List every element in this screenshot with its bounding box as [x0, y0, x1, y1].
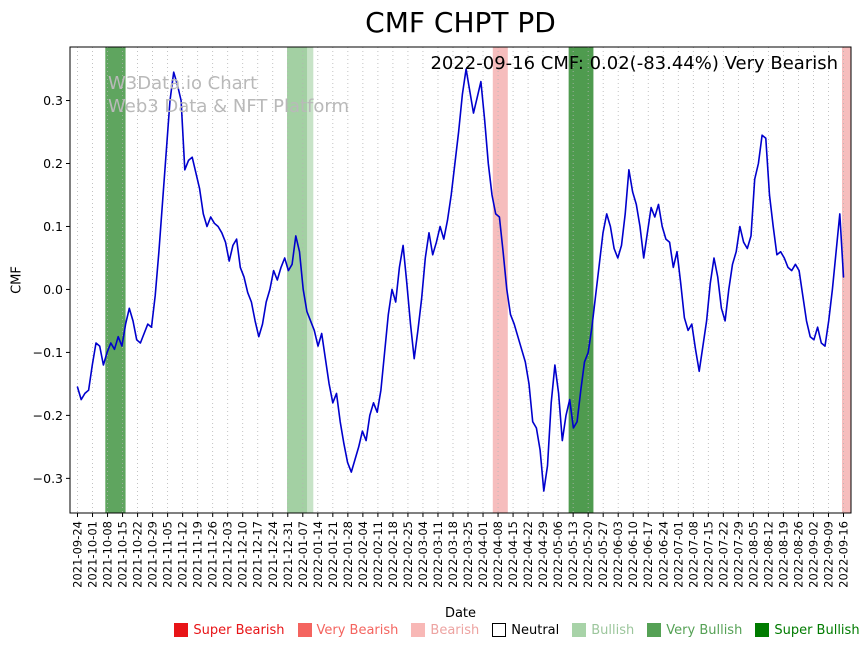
x-tick-label: 2022-01-14 — [311, 521, 325, 588]
x-tick-label: 2021-12-03 — [221, 521, 235, 588]
x-tick-label: 2022-05-20 — [581, 521, 595, 588]
legend-item-very-bullish: Very Bullish — [647, 623, 742, 638]
legend-item-bullish: Bullish — [572, 623, 634, 638]
legend-swatch — [755, 623, 770, 637]
signal-band — [105, 47, 126, 513]
x-tick-label: 2021-12-31 — [281, 521, 295, 588]
cmf-line — [76, 68, 845, 492]
x-tick-label: 2022-05-06 — [551, 521, 565, 588]
legend-label: Very Bullish — [666, 622, 743, 638]
x-tick-label: 2022-04-01 — [476, 521, 490, 588]
signal-band — [492, 47, 508, 513]
legend-swatch — [492, 623, 507, 637]
latest-value-annotation: 2022-09-16 CMF: 0.02(-83.44%) Very Beari… — [430, 53, 838, 74]
legend-label: Neutral — [511, 622, 560, 638]
signal-band — [841, 47, 851, 513]
x-tick-label: 2022-08-26 — [791, 521, 805, 588]
x-tick-label: 2022-04-15 — [506, 521, 520, 588]
x-tick-label: 2022-06-24 — [656, 521, 670, 588]
legend-item-super-bullish: Super Bullish — [755, 622, 860, 638]
x-tick-label: 2022-02-11 — [371, 521, 385, 588]
x-tick-label: 2022-09-02 — [806, 521, 820, 588]
legend-label: Bullish — [591, 622, 635, 638]
x-tick-label: 2022-05-13 — [566, 521, 580, 588]
x-tick-label: 2022-03-25 — [461, 521, 475, 588]
legend-label: Bearish — [430, 622, 480, 638]
x-tick-label: 2021-10-01 — [86, 521, 100, 588]
legend-item-super-bearish: Super Bearish — [174, 622, 285, 638]
x-tick-label: 2022-05-27 — [596, 521, 610, 588]
x-tick-label: 2022-06-03 — [611, 521, 625, 588]
x-tick-label: 2022-07-22 — [716, 521, 730, 588]
x-tick-label: 2022-04-22 — [521, 521, 535, 588]
page-title: CMF CHPT PD — [365, 6, 556, 39]
x-tick-label: 2022-06-10 — [626, 521, 640, 588]
legend-item-very-bearish: Very Bearish — [297, 622, 399, 638]
x-tick-label: 2022-07-08 — [686, 521, 700, 588]
x-tick-label: 2021-11-05 — [161, 521, 175, 588]
y-tick-label: 0.3 — [43, 93, 63, 108]
y-tick-label: −0.2 — [33, 408, 63, 423]
x-tick-label: 2021-12-17 — [251, 521, 265, 588]
x-tick-label: 2021-12-10 — [236, 521, 250, 588]
legend-label: Super Bearish — [193, 622, 285, 638]
y-tick-label: −0.1 — [33, 345, 63, 360]
x-tick-label: 2022-02-18 — [386, 521, 400, 588]
y-axis-label: CMF — [9, 266, 25, 294]
y-tick-label: 0.0 — [43, 282, 63, 297]
legend-swatch — [647, 623, 662, 637]
x-tick-label: 2022-08-19 — [776, 521, 790, 588]
legend-swatch — [411, 623, 426, 637]
x-tick-label: 2022-07-15 — [701, 521, 715, 588]
legend-swatch — [174, 623, 189, 637]
legend-label: Super Bullish — [774, 622, 860, 638]
x-tick-label: 2022-03-11 — [431, 521, 445, 588]
x-tick-label: 2022-04-08 — [491, 521, 505, 588]
x-tick-label: 2022-08-12 — [761, 521, 775, 588]
y-tick-label: 0.1 — [43, 219, 63, 234]
signal-band — [568, 47, 594, 513]
x-tick-label: 2022-09-09 — [821, 521, 835, 588]
x-tick-label: 2022-03-04 — [416, 521, 430, 588]
x-tick-label: 2021-10-22 — [131, 521, 145, 588]
legend-item-bearish: Bearish — [411, 623, 479, 638]
plot-border — [69, 46, 852, 514]
x-tick-label: 2022-09-16 — [836, 521, 850, 588]
x-tick-label: 2022-04-29 — [536, 521, 550, 588]
legend-item-neutral: Neutral — [492, 623, 559, 638]
legend-swatch — [297, 623, 312, 637]
x-tick-label: 2022-03-18 — [446, 521, 460, 588]
legend-label: Very Bearish — [316, 622, 399, 638]
x-tick-label: 2021-10-15 — [116, 521, 130, 588]
x-tick-label: 2022-02-25 — [401, 521, 415, 588]
x-tick-label: 2022-01-28 — [341, 521, 355, 588]
x-axis-label: Date — [444, 606, 477, 621]
y-tick-label: 0.2 — [43, 156, 63, 171]
x-tick-label: 2022-01-21 — [326, 521, 340, 588]
x-tick-label: 2022-06-17 — [641, 521, 655, 588]
x-tick-label: 2021-09-24 — [71, 521, 85, 588]
signal-band — [287, 47, 308, 513]
y-tick-label: −0.3 — [33, 471, 63, 486]
x-tick-label: 2021-10-08 — [101, 521, 115, 588]
x-tick-label: 2021-11-19 — [191, 521, 205, 588]
legend-swatch — [572, 623, 587, 637]
x-tick-label: 2022-08-05 — [746, 521, 760, 588]
signal-band — [307, 47, 314, 513]
x-tick-label: 2022-07-29 — [731, 521, 745, 588]
x-tick-label: 2021-11-26 — [206, 521, 220, 588]
x-tick-label: 2022-01-07 — [296, 521, 310, 588]
x-tick-label: 2021-11-12 — [176, 521, 190, 588]
x-tick-label: 2021-10-29 — [146, 521, 160, 588]
legend: Super Bearish Very Bearish Bearish Neutral B… — [170, 620, 864, 640]
x-tick-label: 2022-02-04 — [356, 521, 370, 588]
x-tick-label: 2022-07-01 — [671, 521, 685, 588]
x-tick-label: 2021-12-24 — [266, 521, 280, 588]
